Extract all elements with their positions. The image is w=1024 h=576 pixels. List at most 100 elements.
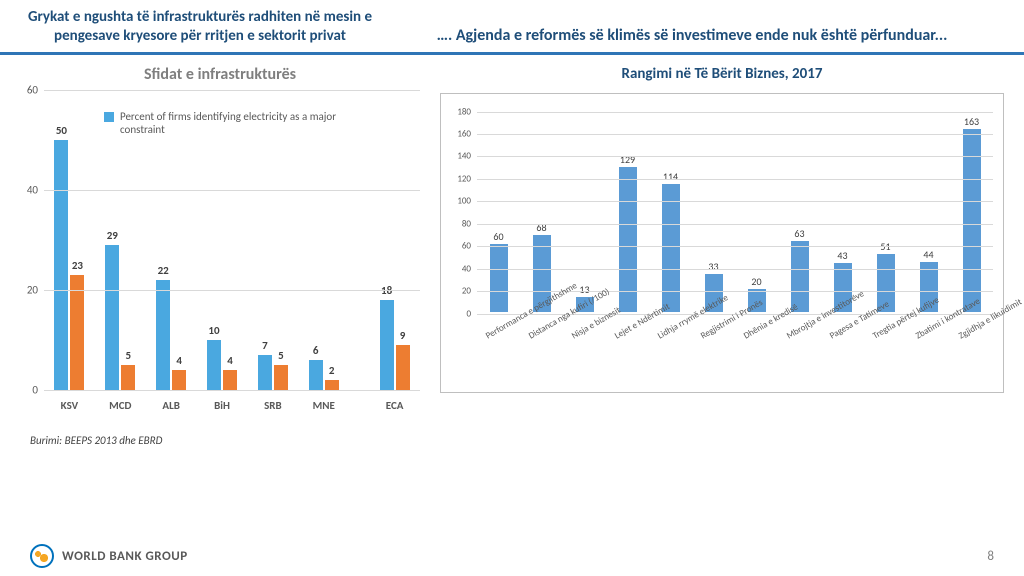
ytick-label: 40 — [462, 263, 471, 274]
gridline — [477, 201, 993, 202]
right-chart-yaxis: 020406080100120140160180 — [447, 112, 473, 312]
bar-value-label: 163 — [964, 115, 979, 128]
left-chart-yaxis: 0204060 — [20, 90, 42, 390]
left-chart-xaxis: KSVMCDALBBiHSRBMNE ECA — [44, 399, 420, 412]
ytick-label: 0 — [466, 308, 471, 319]
bar: 29 — [105, 245, 119, 390]
right-chart-title: Rangimi në Të Bërit Biznes, 2017 — [440, 65, 1004, 83]
source-note: Burimi: BEEPS 2013 dhe EBRD — [20, 434, 420, 447]
bar-group: 104 — [197, 340, 248, 390]
bar: 4 — [223, 370, 237, 390]
right-chart-plot: 606813129114332063435144163 — [477, 112, 993, 312]
ytick-label: 40 — [27, 183, 38, 196]
right-chart-panel: Rangimi në Të Bërit Biznes, 2017 0 20 40 60… — [440, 65, 1004, 447]
bar-value-label: 43 — [837, 249, 847, 262]
gridline — [477, 156, 993, 157]
gridline — [477, 246, 993, 247]
bar-value-label: 50 — [56, 124, 67, 137]
bar-value-label: 20 — [751, 275, 761, 288]
xtick-label: MNE — [298, 399, 349, 412]
bar: 5 — [121, 365, 135, 390]
gridline — [477, 134, 993, 135]
bar: 6 — [309, 360, 323, 390]
left-chart-plot: Percent of firms identifying electricity… — [44, 90, 420, 390]
page-number: 8 — [987, 549, 994, 564]
ytick-label: 100 — [457, 196, 471, 207]
bar-group: 5023 — [44, 140, 95, 390]
xtick-label: ECA — [369, 399, 420, 412]
xtick-label: MCD — [95, 399, 146, 412]
bar-value-label: 6 — [313, 344, 319, 357]
bar: 18 — [380, 300, 394, 390]
header-left-title: Grykat e ngushta të infrastrukturës radh… — [20, 8, 380, 46]
gridline — [477, 112, 993, 113]
bar: 5 — [274, 365, 288, 390]
gridline — [477, 224, 993, 225]
bar-group: 75 — [247, 355, 298, 390]
bar-group: 295 — [95, 245, 146, 390]
bar: 10 — [207, 340, 221, 390]
header-right-title: …. Agjenda e reformës së klimës së inves… — [380, 8, 1004, 46]
bar: 129 — [619, 167, 637, 312]
logo: WORLD BANK GROUP — [30, 544, 188, 568]
bar-value-label: 114 — [663, 170, 678, 183]
ytick-label: 180 — [457, 106, 471, 117]
ytick-label: 80 — [462, 218, 471, 229]
bar: 7 — [258, 355, 272, 390]
gridline — [477, 179, 993, 180]
ytick-label: 60 — [27, 83, 38, 96]
gridline — [44, 190, 420, 191]
bar-value-label: 60 — [493, 230, 503, 243]
bar: 114 — [662, 184, 680, 312]
xtick-label: KSV — [44, 399, 95, 412]
content-area: Sfidat e infrastrukturës 0 20 40 60 Percent… — [0, 55, 1024, 447]
bar-group: 62 — [298, 360, 349, 390]
left-chart-panel: Sfidat e infrastrukturës 0204060 Percent… — [20, 65, 420, 447]
gridline — [44, 290, 420, 291]
ytick-label: 20 — [27, 283, 38, 296]
gridline — [44, 390, 420, 391]
slide-header: Grykat e ngushta të infrastrukturës radh… — [0, 0, 1024, 52]
bar-group: 189 — [369, 300, 420, 390]
bar-value-label: 7 — [262, 339, 268, 352]
ytick-label: 160 — [457, 128, 471, 139]
bar-value-label: 2 — [329, 364, 335, 377]
bar: 2 — [325, 380, 339, 390]
bar-value-label: 33 — [708, 260, 718, 273]
bar: 9 — [396, 345, 410, 390]
bar-value-label: 63 — [794, 227, 804, 240]
bar-value-label: 129 — [620, 153, 635, 166]
xtick-label: SRB — [247, 399, 298, 412]
bar-value-label: 9 — [400, 329, 406, 342]
bar: 60 — [490, 244, 508, 311]
left-chart-bars: 50232952241047562189 — [44, 90, 420, 390]
bar-group: 22 4 — [146, 280, 197, 390]
right-chart-bars: 606813129114332063435144163 — [477, 112, 993, 312]
bar-value-label: 29 — [107, 229, 118, 242]
globe-icon — [30, 544, 54, 568]
logo-text: WORLD BANK GROUP — [62, 549, 188, 564]
ytick-label: 140 — [457, 151, 471, 162]
ytick-label: 60 — [462, 241, 471, 252]
right-chart-area: 020406080100120140160180 606813129114332… — [440, 93, 1004, 393]
bar-value-label: 22 — [158, 264, 169, 277]
bar-value-label: 13 — [579, 283, 589, 296]
ytick-label: 20 — [462, 286, 471, 297]
xtick-label: BiH — [197, 399, 248, 412]
bar-value-label: 4 — [227, 354, 233, 367]
bar-value-label: 5 — [278, 349, 284, 362]
bar-value-label: 10 — [208, 324, 219, 337]
slide-footer: WORLD BANK GROUP 8 — [0, 544, 1024, 568]
gridline — [44, 90, 420, 91]
gridline — [477, 269, 993, 270]
left-chart-title: Sfidat e infrastrukturës — [20, 65, 420, 84]
bar-value-label: 5 — [125, 349, 131, 362]
ytick-label: 120 — [457, 173, 471, 184]
bar-value-label: 44 — [923, 248, 933, 261]
bar: 23 — [70, 275, 84, 390]
bar: 22 — [156, 280, 170, 390]
xtick-label: ALB — [146, 399, 197, 412]
bar-value-label: 4 — [176, 354, 182, 367]
bar: 50 — [54, 140, 68, 390]
bar-value-label: 23 — [72, 259, 83, 272]
